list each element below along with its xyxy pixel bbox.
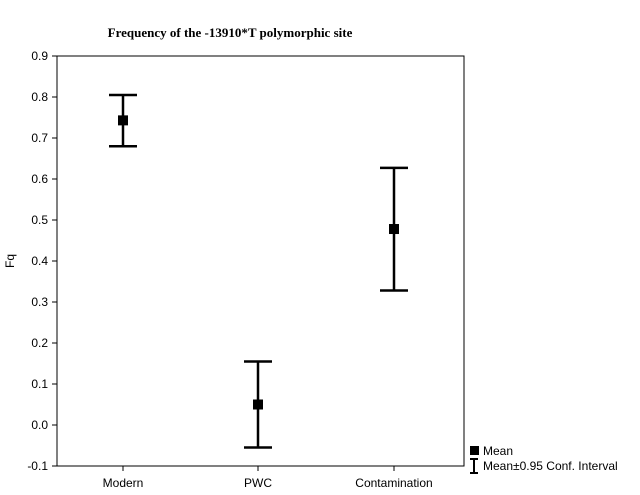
- mean-marker: [389, 224, 399, 235]
- y-tick-label: 0.4: [31, 254, 48, 268]
- y-tick-label: 0.2: [31, 336, 48, 350]
- x-axis: Modern PWC Contamination: [103, 466, 433, 490]
- x-tick-label: PWC: [244, 476, 272, 490]
- mean-marker: [253, 399, 263, 410]
- y-tick-label: 0.0: [31, 418, 48, 432]
- y-tick-label: 0.9: [31, 49, 48, 63]
- y-axis: -0.1 0.0 0.1 0.2 0.3 0.4 0.5 0.6 0.7 0.8 0.9: [27, 49, 57, 473]
- y-tick-label: 0.5: [31, 213, 48, 227]
- legend-ci-symbol: [470, 458, 478, 474]
- y-tick-label: 0.1: [31, 377, 48, 391]
- y-tick-label: 0.7: [31, 131, 48, 145]
- chart-title: Frequency of the -13910*T polymorphic si…: [108, 25, 353, 40]
- y-tick-label: -0.1: [27, 459, 48, 473]
- legend-ci-label: Mean±0.95 Conf. Interval: [483, 459, 618, 473]
- y-tick-label: 0.6: [31, 172, 48, 186]
- y-axis-label: Fq: [3, 254, 17, 268]
- legend-mean-marker: [470, 446, 479, 455]
- y-tick-label: 0.8: [31, 90, 48, 104]
- x-tick-label: Modern: [103, 476, 144, 490]
- mean-marker: [118, 115, 128, 126]
- error-bar-series: [109, 93, 408, 449]
- x-tick-label: Contamination: [355, 476, 432, 490]
- y-tick-label: 0.3: [31, 295, 48, 309]
- legend-mean-label: Mean: [483, 444, 513, 458]
- legend: Mean Mean±0.95 Conf. Interval: [470, 444, 618, 474]
